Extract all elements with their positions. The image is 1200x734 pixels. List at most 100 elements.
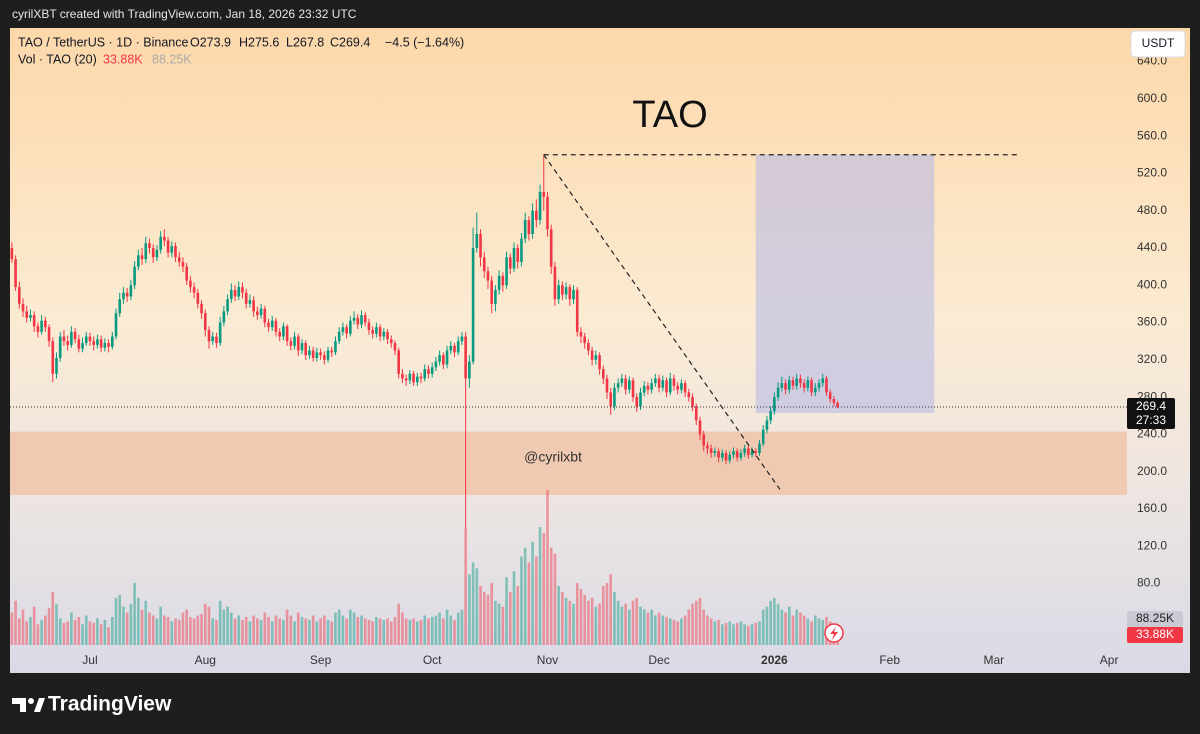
candle-body [118,299,122,314]
currency-button[interactable]: USDT [1130,30,1186,58]
candle-body [311,350,315,358]
volume-bar [267,616,270,645]
candle-body [817,383,821,388]
candle-body [337,331,341,342]
volume-bar [88,621,92,645]
candle-body [520,238,523,262]
candle-body [813,387,817,393]
volume-bar [639,606,642,645]
volume-bar [259,619,263,645]
candle-body [51,341,55,374]
y-tick-label: 440.0 [1137,240,1167,254]
currency-box[interactable] [1130,30,1186,58]
volume-bar [293,621,296,645]
y-tick-label: 120.0 [1137,538,1167,552]
ohlc-low: L267.8 [286,35,324,49]
candle-body [531,210,534,234]
volume-bar [482,591,486,645]
candle-body [750,451,754,455]
candle-body [408,373,412,381]
volume-bar [315,621,319,645]
candle-body [345,327,348,334]
volume-bar [568,600,572,645]
volume-bar [137,597,140,645]
volume-bar [159,606,162,645]
candle-body [683,383,687,393]
candle-body [293,336,296,346]
volume-bar [561,591,564,645]
volume-bar [646,612,650,645]
candle-body [497,275,501,290]
volume-bar [438,612,441,645]
volume-bar [683,615,687,645]
volume-bar [189,616,192,645]
candle-body [427,369,430,374]
candle-body [706,445,709,449]
candle-body [58,336,62,358]
volume-bar [319,618,322,645]
candle-body [129,285,133,297]
candle-body [713,451,717,454]
x-tick-label: Jul [82,653,97,667]
candle-body [304,343,308,356]
chart-title: TAO [632,94,707,136]
volume-bar [233,618,237,645]
volume-bar [77,616,81,645]
candle-body [639,392,642,407]
candle-body [192,287,196,293]
candle-body [285,326,289,342]
candle-body [144,243,148,260]
volume-bar [601,586,605,645]
candle-body [32,315,36,327]
candle-body [773,397,776,412]
candle-body [620,378,624,384]
volume-bar [538,527,542,645]
currency[interactable]: USDT [1142,36,1175,50]
candle-body [107,343,110,347]
y-tick-label: 400.0 [1137,277,1167,291]
candle-body [170,246,174,253]
volume-bar [508,591,512,645]
volume-bar [256,618,259,645]
logo-dot [28,698,34,704]
candle-body [140,255,144,260]
candle-body [44,320,47,328]
volume-bar [352,612,356,645]
candle-body [631,380,635,398]
alert-icon[interactable] [824,623,844,643]
volume-bar [661,615,665,645]
candle-body [694,406,698,421]
candle-body [650,383,653,390]
volume-bar [642,609,646,645]
candle-body [84,336,88,344]
volume-bar [445,609,449,645]
alert-bolt[interactable] [830,627,838,640]
volume-bar [367,619,371,645]
candle-body [415,376,419,383]
ohlc-high: H275.6 [239,35,279,49]
volume-bar [389,621,393,645]
candle-body [70,331,73,345]
candle-body [642,385,646,393]
volume-bar [546,490,549,645]
volume-bar [278,618,281,645]
volume-bar [244,616,248,645]
candle-body [802,383,806,388]
candle-body [218,322,222,344]
volume-last-label: 33.88K [1136,627,1174,641]
candle-body [241,287,244,293]
candle-body [66,341,69,345]
candle-body [787,380,791,390]
last-price-box [1127,397,1175,429]
candle-body [769,411,772,421]
volume-bar [486,594,490,645]
volume-bar [799,612,802,645]
volume-bar [70,612,73,645]
y-tick-label: 200.0 [1137,464,1167,478]
y-tick-label: 240.0 [1137,427,1167,441]
candle-body [360,315,363,325]
candle-body [148,243,151,248]
volume-bar [464,527,467,645]
volume-bar [386,618,389,645]
volume-bar [721,624,724,645]
